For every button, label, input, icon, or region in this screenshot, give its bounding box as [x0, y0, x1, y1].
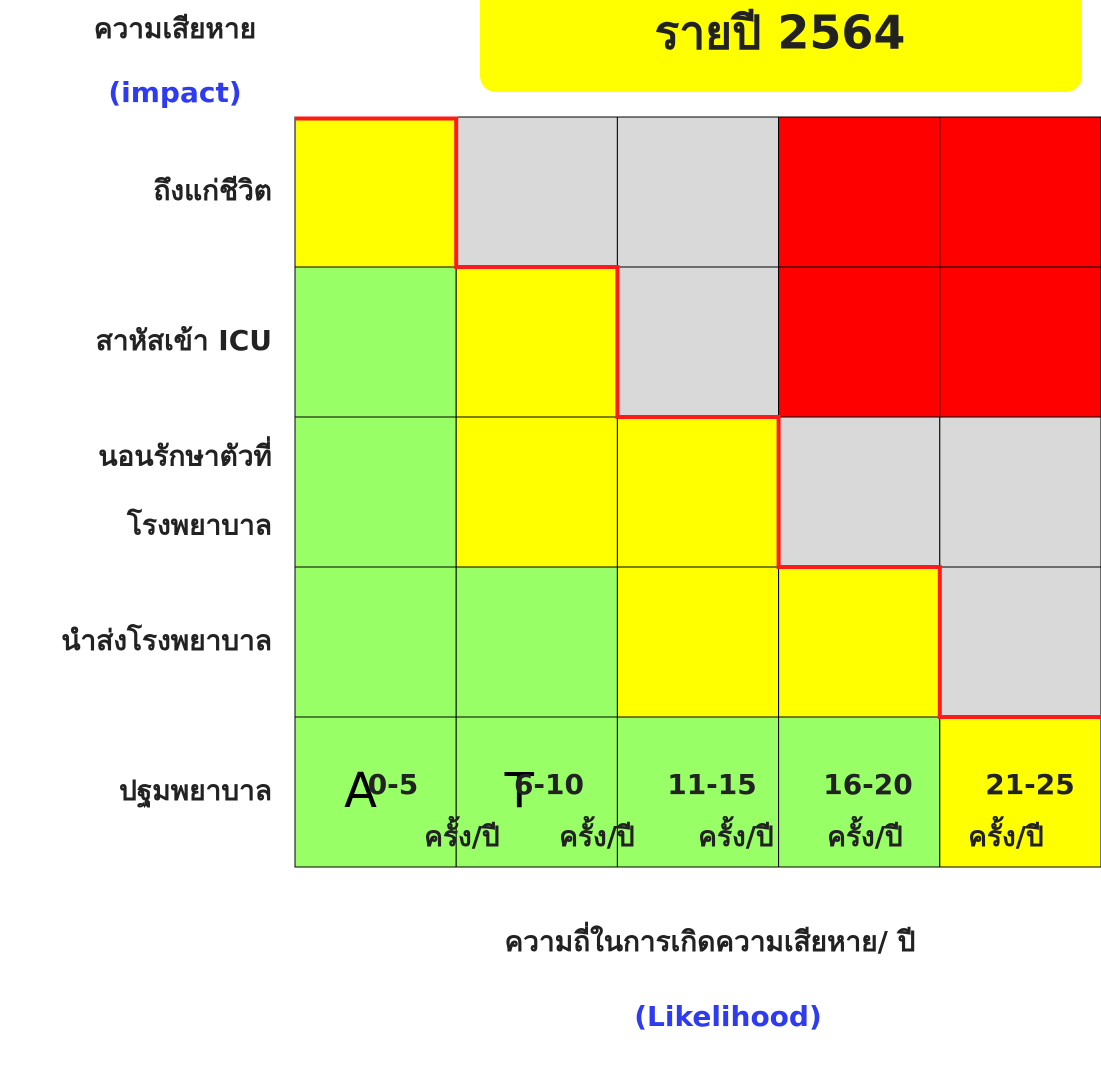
- cell: [294, 416, 457, 568]
- row-label: นำส่งโรงพยาบาล: [61, 623, 272, 657]
- cell: [455, 266, 618, 418]
- cell: [778, 116, 941, 268]
- y-axis-title: ความเสียหาย: [94, 12, 256, 45]
- x-axis-subtitle: (Likelihood): [634, 1000, 822, 1033]
- cell: [778, 566, 941, 718]
- column-label: 21-25: [985, 768, 1075, 801]
- cell: [939, 416, 1101, 568]
- y-axis-subtitle: (impact): [108, 76, 241, 109]
- row-label: โรงพยาบาล: [126, 508, 272, 542]
- cell: [455, 416, 618, 568]
- cell-text: T: [504, 763, 535, 819]
- cell: [294, 266, 457, 418]
- cell: [616, 266, 780, 418]
- row-label: ถึงแก่ชีวิต: [153, 174, 272, 207]
- cell: [778, 716, 941, 868]
- column-label: 0-5: [368, 768, 419, 801]
- x-axis-title: ความถี่ในการเกิดความเสียหาย/ ปี: [505, 921, 916, 958]
- cell: [939, 266, 1101, 418]
- column-unit: ครั้ง/ปี: [559, 815, 634, 853]
- column-unit: ครั้ง/ปี: [968, 815, 1043, 853]
- column-label: 11-15: [667, 768, 757, 801]
- cell: [294, 116, 457, 268]
- cell: [778, 266, 941, 418]
- cell: [939, 116, 1101, 268]
- cell: [455, 116, 618, 268]
- risk-boundary: [295, 116, 1101, 719]
- title-box: [480, 0, 1082, 92]
- column-unit: ครั้ง/ปี: [827, 815, 902, 853]
- row-label: นอนรักษาตัวที่: [98, 436, 272, 473]
- cell: [616, 566, 780, 718]
- title: รายปี 2564: [655, 6, 906, 60]
- row-label: สาหัสเข้า ICU: [96, 324, 272, 357]
- cell: [939, 566, 1101, 718]
- cell-text: A: [344, 763, 377, 819]
- column-unit: ครั้ง/ปี: [424, 815, 499, 853]
- column-label: 16-20: [823, 768, 913, 801]
- cell: [294, 566, 457, 718]
- cell: [455, 566, 618, 718]
- cell: [616, 416, 780, 568]
- column-label: 6-10: [514, 768, 584, 801]
- column-unit: ครั้ง/ปี: [698, 815, 773, 853]
- cell: [778, 416, 941, 568]
- row-label: ปฐมพยาบาล: [119, 774, 272, 809]
- cell: [616, 116, 780, 268]
- cell: [616, 716, 780, 868]
